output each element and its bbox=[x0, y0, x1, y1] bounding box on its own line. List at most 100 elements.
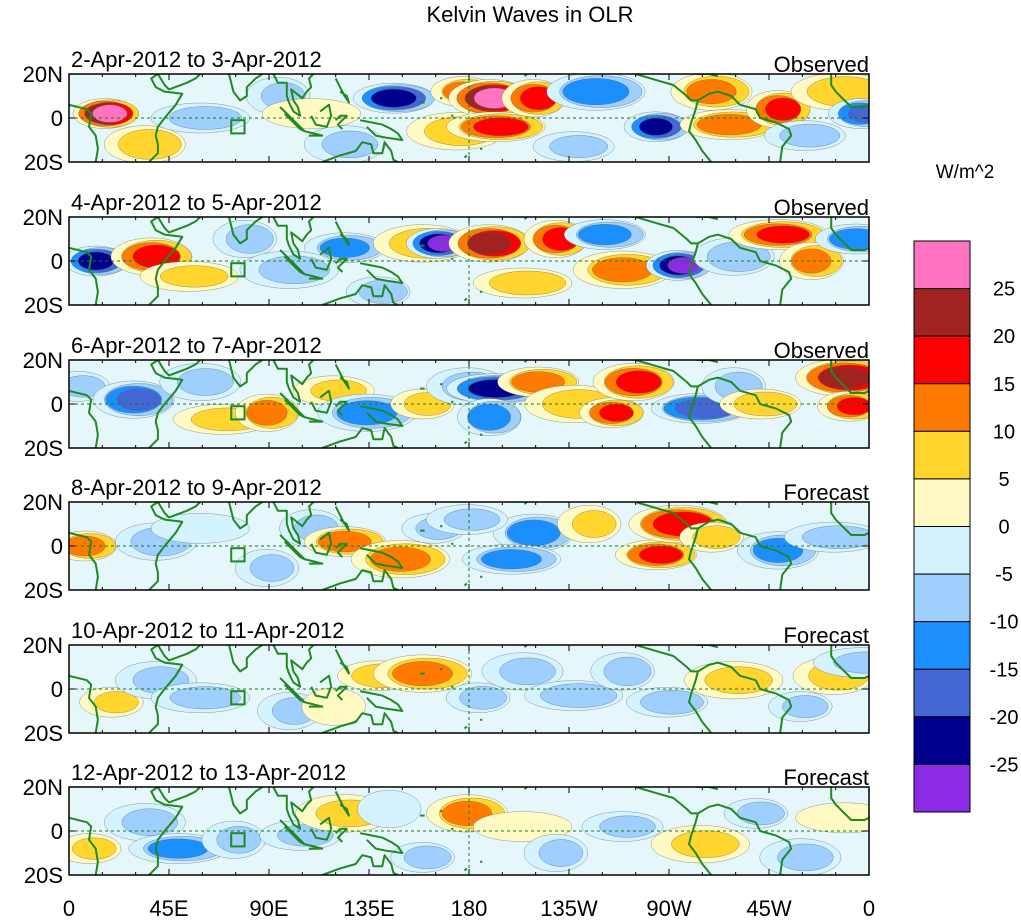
coastline bbox=[688, 671, 712, 733]
y-tick-label: 20S bbox=[24, 721, 63, 746]
olr-anomaly-blob bbox=[684, 661, 784, 700]
colorbar-label: 15 bbox=[993, 374, 1015, 396]
colorbar-label: 5 bbox=[998, 469, 1009, 491]
y-tick-label: 20N bbox=[23, 205, 63, 230]
coastline bbox=[272, 787, 315, 830]
coastline bbox=[157, 645, 201, 662]
olr-contour-band bbox=[94, 691, 139, 714]
panel-3: 20N 0 20S 6-Apr-2012 to 7-Apr-2012 Observed bbox=[23, 333, 870, 461]
coastline bbox=[635, 217, 793, 305]
coastline bbox=[310, 103, 333, 128]
colorbar: 25 20 15 10 5 0 -5 -10 -15 -20 -25 bbox=[913, 240, 1019, 813]
olr-contour-band bbox=[357, 790, 422, 828]
olr-anomaly-blob bbox=[92, 380, 175, 419]
olr-anomaly-blob bbox=[301, 687, 366, 726]
olr-anomaly-blob bbox=[746, 90, 811, 129]
olr-contour-band bbox=[150, 513, 250, 544]
coastline bbox=[310, 246, 333, 271]
olr-anomaly-blob bbox=[446, 111, 546, 142]
island-outline bbox=[230, 262, 246, 278]
y-tick-label: 20S bbox=[24, 863, 63, 888]
olr-contour-band bbox=[704, 666, 773, 694]
olr-contour-band bbox=[321, 130, 378, 159]
olr-anomaly-blob bbox=[817, 391, 869, 422]
coastline bbox=[157, 217, 201, 234]
coastline bbox=[304, 416, 324, 423]
coastline bbox=[334, 542, 348, 558]
colorbar-box bbox=[913, 430, 971, 480]
olr-contour-band bbox=[795, 802, 869, 833]
olr-anomaly-blob bbox=[390, 842, 455, 873]
olr-contour-band bbox=[549, 135, 608, 158]
coastline bbox=[359, 832, 404, 854]
olr-contour-band bbox=[756, 225, 810, 244]
x-tick-label: 0 bbox=[63, 896, 75, 920]
coastline bbox=[310, 531, 333, 556]
colorbar-box bbox=[913, 716, 971, 765]
olr-anomaly-blob bbox=[159, 363, 242, 401]
panel-date-label: 4-Apr-2012 to 5-Apr-2012 bbox=[71, 190, 322, 215]
colorbar-box bbox=[913, 621, 971, 670]
coastline bbox=[272, 502, 315, 545]
coastline bbox=[321, 569, 399, 590]
panel-6: 20N 0 20S 12-Apr-2012 to 13-Apr-2012 Forecas… bbox=[23, 760, 870, 888]
coastline bbox=[635, 645, 793, 733]
olr-anomaly-blob bbox=[564, 219, 646, 250]
olr-field bbox=[69, 790, 869, 875]
coastline bbox=[463, 867, 468, 872]
olr-anomaly-blob bbox=[815, 223, 869, 255]
x-tick-label: 135E bbox=[343, 896, 394, 920]
coastline bbox=[228, 502, 263, 530]
olr-anomaly-blob bbox=[261, 98, 361, 129]
olr-anomaly-blob bbox=[524, 680, 624, 711]
panel-kind-label: Observed bbox=[774, 338, 869, 363]
coastline bbox=[304, 701, 324, 708]
olr-field bbox=[69, 219, 869, 305]
olr-anomaly-blob bbox=[481, 652, 564, 691]
colorbar-units: W/m^2 bbox=[936, 162, 995, 183]
panel-date-label: 2-Apr-2012 to 3-Apr-2012 bbox=[71, 47, 322, 72]
coastline bbox=[272, 217, 315, 260]
coastline bbox=[334, 505, 350, 532]
olr-contour-band bbox=[261, 98, 361, 129]
coastline bbox=[688, 386, 712, 448]
coastline bbox=[359, 690, 404, 712]
island-outline bbox=[230, 405, 246, 421]
olr-contour-band bbox=[737, 801, 785, 826]
coastline bbox=[635, 360, 793, 448]
x-axis: 0 45E 90E 135E 180 135W 90W 45W 0 bbox=[63, 896, 875, 920]
olr-anomaly-blob bbox=[581, 811, 664, 842]
colorbar-box bbox=[913, 763, 971, 813]
coastline bbox=[334, 114, 348, 130]
coastline bbox=[310, 816, 333, 841]
coastline bbox=[688, 100, 712, 162]
olr-anomaly-blob bbox=[779, 242, 844, 280]
coastline bbox=[688, 813, 712, 875]
olr-anomaly-blob bbox=[795, 360, 869, 397]
olr-contour-band bbox=[225, 224, 274, 254]
coastline bbox=[69, 389, 99, 448]
coastline bbox=[69, 531, 99, 590]
olr-anomaly-blob bbox=[828, 98, 869, 129]
coastline bbox=[693, 217, 719, 221]
y-tick-label: 20N bbox=[23, 348, 63, 373]
olr-field bbox=[72, 74, 869, 162]
olr-contour-band bbox=[686, 79, 737, 104]
olr-anomaly-blob bbox=[764, 120, 846, 151]
coastline bbox=[359, 262, 404, 284]
coastline bbox=[693, 74, 719, 78]
olr-anomaly-blob bbox=[592, 363, 675, 401]
y-tick-label: 0 bbox=[51, 677, 63, 702]
colorbar-label: -25 bbox=[990, 754, 1019, 776]
coastlines bbox=[69, 360, 869, 448]
panel-kind-label: Forecast bbox=[783, 765, 869, 790]
colorbar-box bbox=[913, 383, 971, 432]
coastline bbox=[830, 217, 869, 251]
coastline bbox=[688, 243, 712, 305]
x-tick-label: 135W bbox=[540, 896, 598, 920]
olr-anomaly-blob bbox=[461, 544, 561, 575]
olr-contour-band bbox=[639, 118, 673, 136]
x-tick-label: 45E bbox=[149, 896, 188, 920]
